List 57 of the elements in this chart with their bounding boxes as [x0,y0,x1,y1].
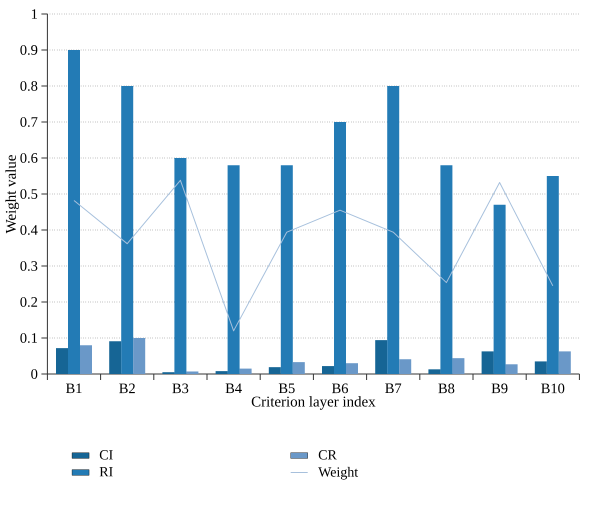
legend-label: Weight [318,466,358,480]
bar [558,351,571,374]
bar [174,158,186,374]
y-tick-label: 0.3 [20,261,38,271]
y-tick-label: 0.2 [20,297,38,307]
bar [334,122,346,374]
bar [121,86,134,374]
y-tick-label: 0.6 [20,153,38,163]
bar [322,366,334,374]
x-tick-label: B4 [226,384,242,394]
bar [534,361,547,374]
bar [80,345,92,374]
x-tick-label: B1 [66,384,82,394]
bar [387,86,400,374]
y-tick-label: 0.1 [20,333,38,343]
bar [133,338,146,374]
x-tick-label: B3 [172,384,188,394]
x-tick-label: B10 [541,384,564,394]
x-tick-label: B8 [438,384,454,394]
bar [228,165,240,374]
bar [452,358,464,374]
bar [216,371,228,374]
bar [399,359,412,374]
legend-label: CI [100,450,113,460]
bar [494,204,506,374]
y-tick-label: 0.5 [20,189,38,199]
y-tick-label: 0.7 [20,117,38,127]
x-tick-label: B6 [332,384,348,394]
y-tick-label: 0.4 [20,225,38,235]
bar [292,362,305,374]
x-tick-label: B9 [492,384,508,394]
y-tick-label: 0 [31,369,38,379]
y-tick-label: 0.9 [20,45,38,55]
bar [506,364,518,374]
bar [440,165,452,374]
bar [375,340,388,374]
bar [68,50,80,374]
bar [109,341,122,374]
bar [280,165,293,374]
bar [268,367,281,374]
x-tick-label: B7 [385,384,402,394]
legend-label: RI [100,467,113,476]
legend-label: CR [318,450,337,460]
y-tick-label: 1 [32,9,38,19]
bar [240,368,252,374]
line-series [74,180,554,332]
bar [346,363,358,374]
x-axis-title: Criterion layer index [252,396,376,410]
bar [546,176,559,374]
bar [186,371,198,374]
bar [56,348,68,374]
bar [482,351,494,374]
bar [428,369,440,374]
y-axis-title: Weight value [5,155,19,234]
x-tick-label: B5 [278,384,295,394]
y-tick-label: 0.8 [20,81,38,91]
x-tick-label: B2 [119,384,135,394]
